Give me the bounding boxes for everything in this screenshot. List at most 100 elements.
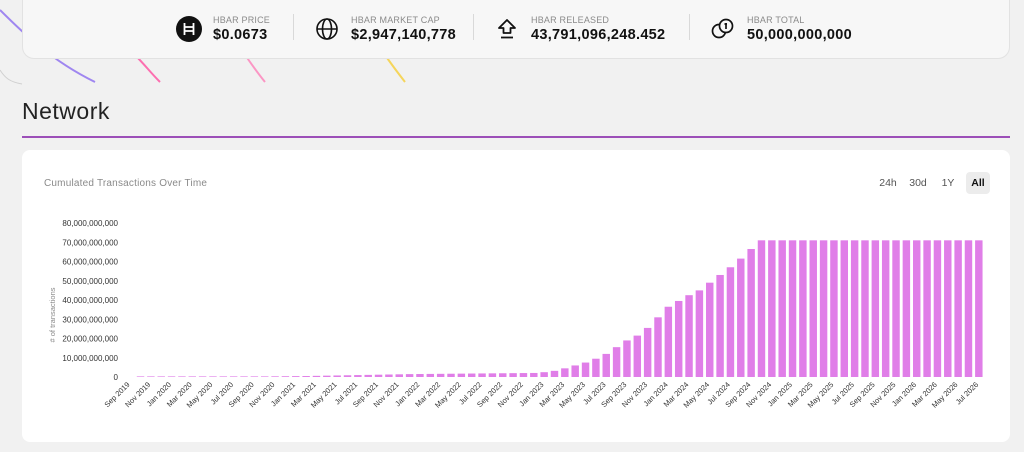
bar[interactable] (447, 373, 455, 377)
bar[interactable] (436, 373, 445, 377)
y-tick-label: 40,000,000,000 (62, 296, 118, 305)
bar[interactable] (240, 376, 248, 377)
y-tick-label: 10,000,000,000 (62, 354, 118, 363)
bar[interactable] (312, 375, 321, 377)
bar[interactable] (260, 376, 269, 377)
bar[interactable] (385, 374, 393, 378)
bar[interactable] (374, 374, 383, 377)
bar[interactable] (292, 376, 300, 377)
bar[interactable] (333, 375, 341, 377)
bar[interactable] (250, 376, 259, 377)
bar[interactable] (881, 240, 890, 377)
bar[interactable] (323, 375, 331, 377)
bar[interactable] (923, 240, 931, 377)
bar[interactable] (488, 373, 497, 377)
bar[interactable] (499, 373, 507, 377)
bar[interactable] (530, 372, 538, 377)
bar[interactable] (178, 376, 186, 377)
bar[interactable] (209, 376, 217, 377)
hbar-stats-card: HBAR PRICE $0.0673 HBAR MARKET CAP $2,94… (22, 0, 1010, 59)
bar[interactable] (861, 240, 869, 377)
bar[interactable] (757, 240, 766, 377)
bar[interactable] (799, 240, 807, 377)
bar[interactable] (354, 375, 362, 377)
bar[interactable] (633, 335, 642, 377)
range-1y-button[interactable]: 1Y (941, 177, 955, 189)
bar[interactable] (550, 370, 559, 377)
bar[interactable] (695, 290, 704, 378)
bar[interactable] (395, 374, 403, 377)
bar[interactable] (571, 365, 579, 377)
bar[interactable] (871, 240, 880, 377)
bar[interactable] (457, 373, 466, 377)
bar[interactable] (416, 374, 424, 377)
bar[interactable] (281, 376, 290, 377)
bar[interactable] (685, 295, 693, 377)
bar[interactable] (167, 376, 176, 377)
range-24h-button[interactable]: 24h (879, 177, 897, 189)
bar[interactable] (674, 300, 683, 377)
time-range-selector: 24h 30d 1Y All (870, 172, 990, 194)
bar[interactable] (716, 274, 724, 377)
bar[interactable] (975, 240, 983, 377)
stat-hbar-price: HBAR PRICE $0.0673 (175, 12, 270, 46)
bar[interactable] (768, 240, 776, 377)
bar[interactable] (747, 248, 755, 377)
bar[interactable] (426, 373, 435, 377)
bar[interactable] (778, 240, 786, 377)
y-tick-label: 50,000,000,000 (62, 277, 118, 286)
section-title: Network (22, 98, 110, 124)
bar[interactable] (198, 376, 207, 377)
bar[interactable] (364, 374, 372, 377)
stat-label: HBAR RELEASED (531, 14, 610, 25)
bar[interactable] (643, 327, 652, 377)
bar[interactable] (850, 240, 859, 377)
bar[interactable] (654, 317, 662, 377)
bar[interactable] (623, 340, 631, 377)
bar[interactable] (271, 376, 279, 377)
bar[interactable] (612, 347, 621, 377)
bar[interactable] (892, 240, 900, 377)
bar[interactable] (830, 240, 838, 377)
bar[interactable] (913, 240, 921, 377)
bar[interactable] (147, 376, 155, 377)
bar[interactable] (592, 358, 600, 377)
bar[interactable] (737, 258, 745, 377)
stat-divider (689, 14, 690, 40)
globe-icon (313, 15, 341, 43)
bar[interactable] (157, 376, 165, 377)
bar[interactable] (902, 240, 911, 377)
bar[interactable] (944, 240, 952, 377)
bar[interactable] (788, 240, 797, 377)
range-all-button[interactable]: All (966, 172, 990, 194)
range-30d-button[interactable]: 30d (909, 177, 927, 189)
y-tick-label: 60,000,000,000 (62, 258, 118, 267)
bar[interactable] (602, 353, 610, 377)
bar[interactable] (809, 240, 817, 377)
bar[interactable] (467, 373, 476, 377)
bar[interactable] (706, 282, 714, 377)
bar[interactable] (581, 362, 590, 377)
bar[interactable] (819, 240, 828, 377)
bar[interactable] (964, 240, 973, 377)
bar[interactable] (405, 374, 414, 377)
bar[interactable] (840, 240, 849, 377)
bar[interactable] (343, 375, 352, 377)
bar[interactable] (726, 267, 735, 377)
bar[interactable] (302, 376, 310, 377)
bar[interactable] (519, 373, 528, 377)
bar[interactable] (509, 373, 517, 377)
bar[interactable] (933, 240, 942, 377)
bar[interactable] (478, 373, 486, 377)
bar[interactable] (664, 306, 673, 377)
bar[interactable] (540, 372, 548, 377)
bar[interactable] (219, 376, 228, 377)
x-tick-label: Jul 2026 (954, 380, 980, 406)
bar[interactable] (954, 240, 962, 377)
bar[interactable] (188, 376, 196, 377)
y-axis-label: # of transactions (48, 287, 57, 342)
bar[interactable] (229, 376, 238, 377)
stat-value: 50,000,000,000 (747, 26, 852, 43)
bar[interactable] (561, 368, 569, 377)
bar[interactable] (136, 376, 145, 377)
